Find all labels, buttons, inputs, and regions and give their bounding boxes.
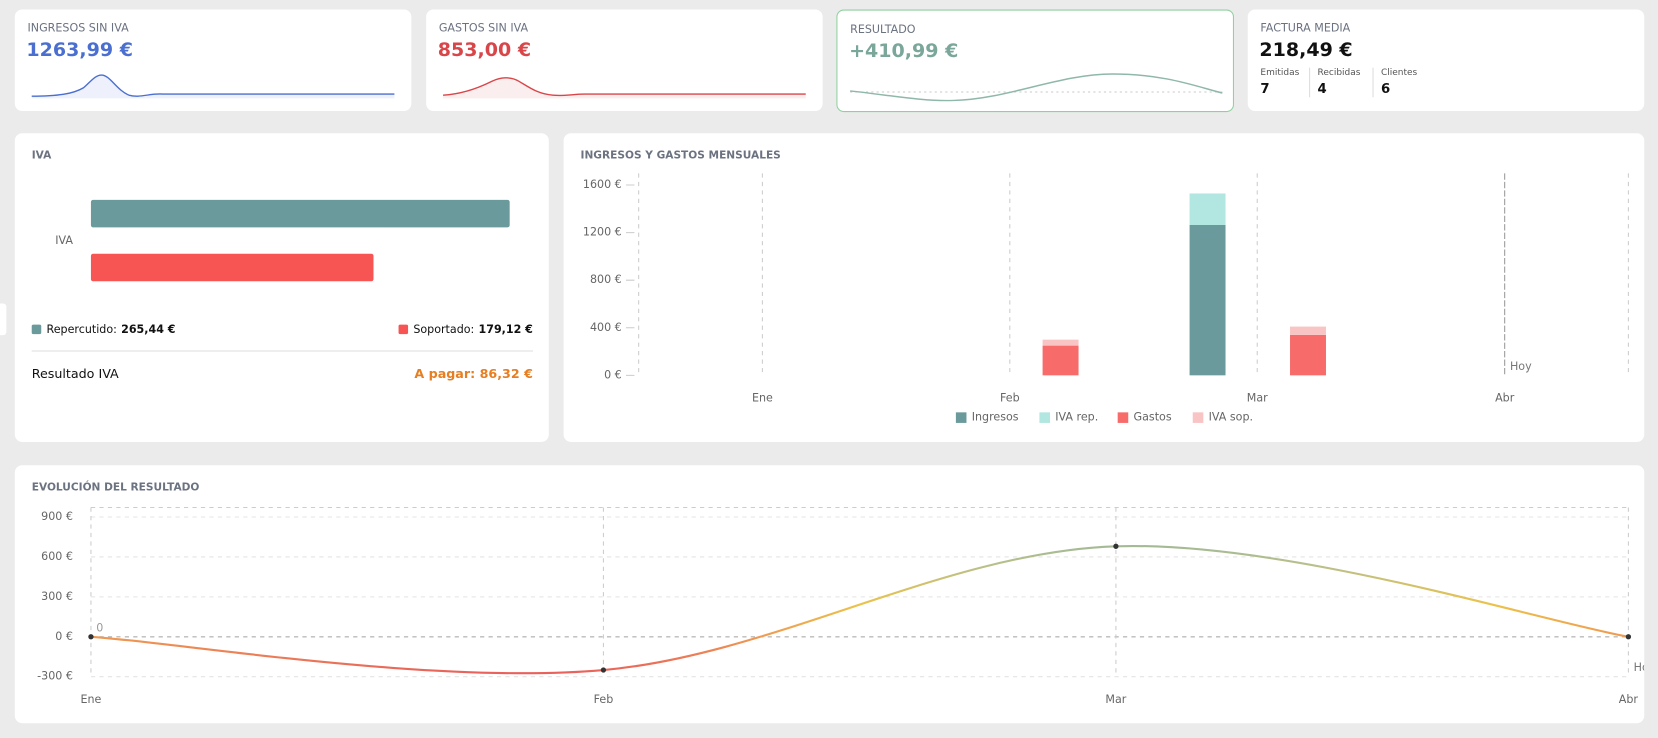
x-tick-label: Ene [80,693,101,706]
y-tick-label: 900 € [41,510,73,523]
point [1625,634,1632,640]
legend-label: Ingresos [972,411,1019,424]
monthly-chart: 0 € 400 € 800 € 1200 € 1600 € Ene Feb Mar Abr Hoy… [583,173,1629,424]
x-tick-label: Abr [1495,392,1515,405]
annotation: Hoy [1510,360,1532,373]
legend-swatch [955,412,967,423]
legend-value: 179,12 € [479,323,533,336]
panel-title: INGRESOS Y GASTOS MENSUALES [580,150,781,162]
y-tick-label: 1200 € [583,226,622,239]
bar [1042,339,1079,346]
sparkline [850,73,1223,102]
legend-swatch [398,324,409,335]
line [90,544,1629,675]
x-tick-label: Abr [1619,693,1639,706]
stat-label: Recibidas [1317,67,1361,79]
sparkline [443,77,806,99]
stat-value: 6 [1380,80,1391,97]
sparkline [31,74,395,99]
y-tick-label: 600 € [41,550,73,563]
legend-label: IVA rep. [1055,411,1098,424]
legend-swatch [1192,412,1204,423]
kpi-label: GASTOS SIN IVA [438,22,529,35]
iva-chart: Resultado IVA A pagar: 86,32 € IVA Reperc… [31,199,533,381]
stat-value: 4 [1317,80,1327,97]
value-label: 0 [96,621,103,634]
y-tick-label: 400 € [590,321,622,334]
panel-title: EVOLUCIÓN DEL RESULTADO [31,482,200,494]
y-tick-label: 1600 € [583,178,622,191]
iva-panel: Resultado IVA A pagar: 86,32 € IVA Reperc… [14,133,549,442]
kpi-value: +410,99 € [849,40,959,63]
legend-swatch [31,324,42,335]
kpi-value: 853,00 € [437,39,532,62]
legend-label: IVA sop. [1209,411,1253,424]
point [1113,543,1119,549]
stat-label: Clientes [1380,67,1418,79]
bar [90,253,374,282]
legend-label: Soportado: [413,323,474,336]
legend-label: Repercutido: [47,323,117,336]
y-tick-label: 300 € [41,590,73,603]
x-tick-label: Feb [594,693,614,706]
panel-title: IVA [31,150,52,162]
side-tab[interactable] [0,303,7,336]
y-tick-label: 0 € [55,630,73,643]
separator [1372,67,1374,98]
stat-value: 7 [1260,80,1270,97]
kpi-value: 218,49 € [1259,39,1353,62]
annotation: Hoy [1634,661,1645,674]
x-tick-label: Mar [1105,693,1126,706]
y-tick-label: -300 € [37,670,73,683]
iva-result-label: Resultado IVA [32,366,119,381]
kpi-label: INGRESOS SIN IVA [27,22,129,35]
monthly-panel: 0 € 400 € 800 € 1200 € 1600 € Ene Feb Mar Abr Hoy… [563,133,1645,442]
bar [1290,326,1326,335]
point [88,634,94,640]
legend-value: 265,44 € [121,323,175,336]
iva-result-value: A pagar: 86,32 € [414,366,533,381]
legend-swatch [1039,412,1050,423]
y-tick-label: 800 € [590,273,622,286]
bar [1189,193,1226,225]
kpi-card: FACTURA MEDIA 218,49 € Emitidas 7 Recibi… [1247,9,1645,112]
bar [1290,334,1326,376]
legend-label: Gastos [1134,411,1172,424]
kpi-card: INGRESOS SIN IVA 1263,99 € [14,9,412,112]
legend-swatch [1117,412,1129,423]
kpi-label: FACTURA MEDIA [1260,22,1351,35]
kpi-card: GASTOS SIN IVA 853,00 € [426,9,823,112]
kpi-label: RESULTADO [850,23,916,36]
x-tick-label: Feb [1000,392,1020,405]
stat-label: Emitidas [1260,67,1300,79]
x-tick-label: Ene [752,392,773,405]
kpi-value: 1263,99 € [26,39,134,62]
evolution-panel: -300 € 0 € 300 € 600 € 900 € Ene Feb Mar Abr 0 Hoy… [14,465,1645,724]
x-tick-label: Mar [1247,392,1268,405]
bar [90,199,510,228]
y-tick-label: IVA [55,234,73,247]
separator [1309,67,1311,98]
kpi-card: RESULTADO +410,99 € [836,9,1234,113]
bar [1042,345,1079,376]
y-tick-label: 0 € [604,368,622,381]
bar [1189,224,1226,376]
point [600,667,607,673]
evolution-chart: -300 € 0 € 300 € 600 € 900 € Ene Feb Mar Abr 0 Hoy [37,506,1645,706]
